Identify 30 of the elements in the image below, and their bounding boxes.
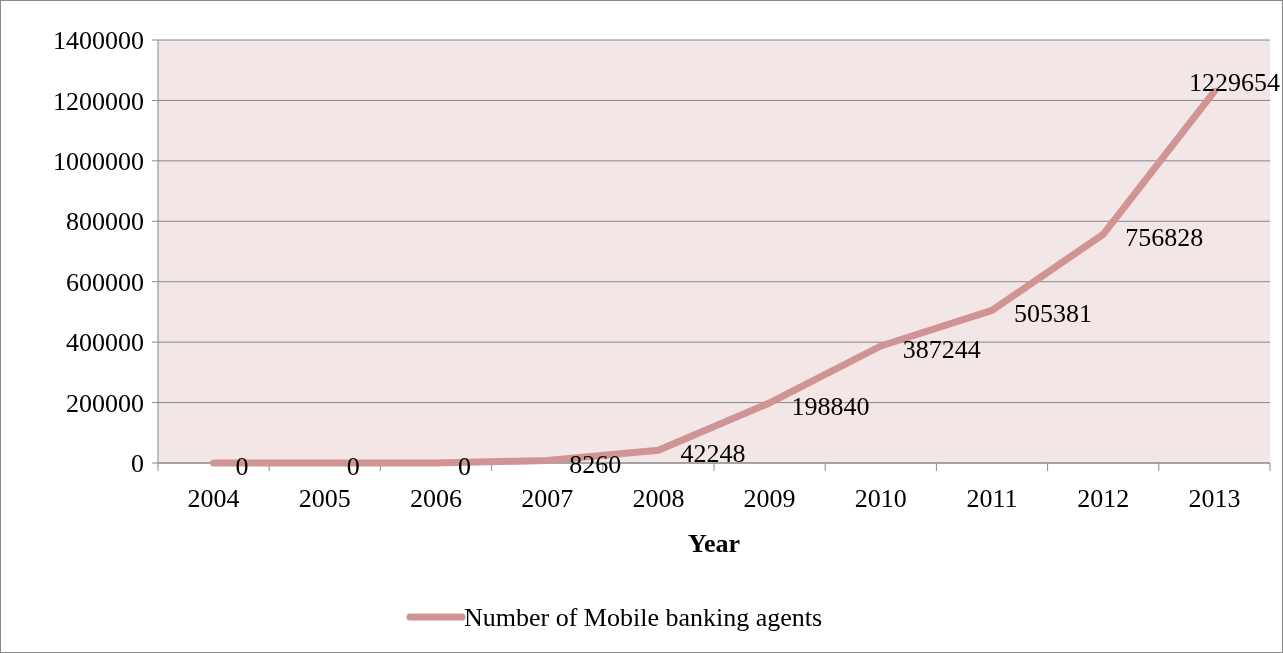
data-label: 1229654	[1189, 68, 1280, 98]
data-label: 0	[458, 452, 471, 481]
data-label: 0	[346, 452, 360, 481]
y-tick-label: 1200000	[53, 86, 144, 116]
data-label: 8260	[569, 449, 622, 479]
x-tick-label: 2005	[298, 484, 351, 513]
x-tick-label: 2008	[632, 484, 685, 513]
y-tick-label: 0	[131, 449, 144, 479]
data-label: 505381	[1014, 299, 1092, 329]
x-tick-label: 2009	[743, 484, 796, 513]
x-tick-label: 2010	[854, 484, 907, 513]
x-tick-label: 2011	[966, 484, 1018, 513]
y-tick-label: 400000	[66, 328, 144, 358]
x-tick-label: 2007	[521, 484, 574, 513]
y-tick-label: 1400000	[53, 26, 144, 56]
y-tick-label: 800000	[66, 207, 144, 237]
data-label: 756828	[1125, 223, 1204, 253]
data-label: 198840	[791, 391, 870, 421]
y-tick-label: 1000000	[53, 146, 144, 176]
data-label: 0	[235, 452, 249, 481]
data-label: 42248	[680, 439, 746, 469]
x-tick-label: 2013	[1188, 484, 1241, 513]
data-label: 387244	[902, 335, 981, 364]
x-tick-label: 2006	[410, 484, 462, 513]
x-axis-title: Year	[688, 529, 740, 558]
x-tick-label: 2012	[1077, 484, 1130, 513]
legend-label: Number of Mobile banking agents	[464, 603, 823, 633]
y-tick-label: 200000	[66, 388, 144, 418]
y-tick-label: 600000	[66, 267, 144, 297]
x-tick-label: 2004	[187, 484, 240, 513]
